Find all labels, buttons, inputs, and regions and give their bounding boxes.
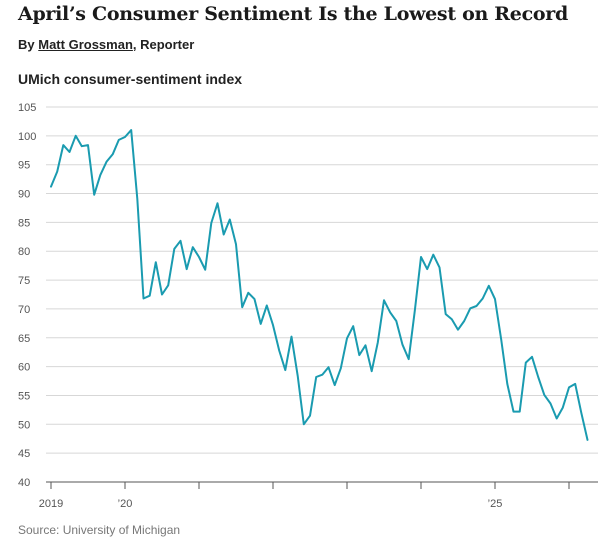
source-note: Source: University of Michigan: [18, 523, 181, 537]
y-tick-label: 70: [18, 304, 30, 316]
byline-prefix: By: [18, 37, 35, 52]
x-tick-label: ’25: [488, 498, 503, 510]
author-role: , Reporter: [132, 37, 195, 52]
y-tick-label: 105: [18, 102, 36, 114]
y-tick-label: 100: [18, 131, 36, 143]
y-tick-label: 60: [18, 362, 30, 374]
y-tick-label: 40: [18, 477, 30, 489]
sentiment-series-line: [50, 129, 589, 441]
y-tick-label: 85: [18, 217, 30, 229]
y-tick-label: 80: [18, 246, 30, 258]
y-tick-label: 75: [18, 275, 30, 287]
y-tick-label: 65: [18, 333, 30, 345]
byline: By Matt Grossman, Reporter: [18, 37, 194, 52]
y-tick-label: 90: [18, 189, 30, 201]
y-tick-label: 55: [18, 390, 30, 402]
headline: April’s Consumer Sentiment Is the Lowest…: [18, 3, 568, 25]
y-tick-label: 45: [18, 448, 30, 460]
y-tick-label: 95: [18, 160, 30, 172]
y-tick-label: 50: [18, 419, 30, 431]
x-tick-label: ’20: [118, 498, 133, 510]
x-tick-label: 2019: [39, 498, 63, 510]
chart-title: UMich consumer-sentiment index: [18, 71, 243, 87]
author-link[interactable]: Matt Grossman: [38, 37, 133, 52]
